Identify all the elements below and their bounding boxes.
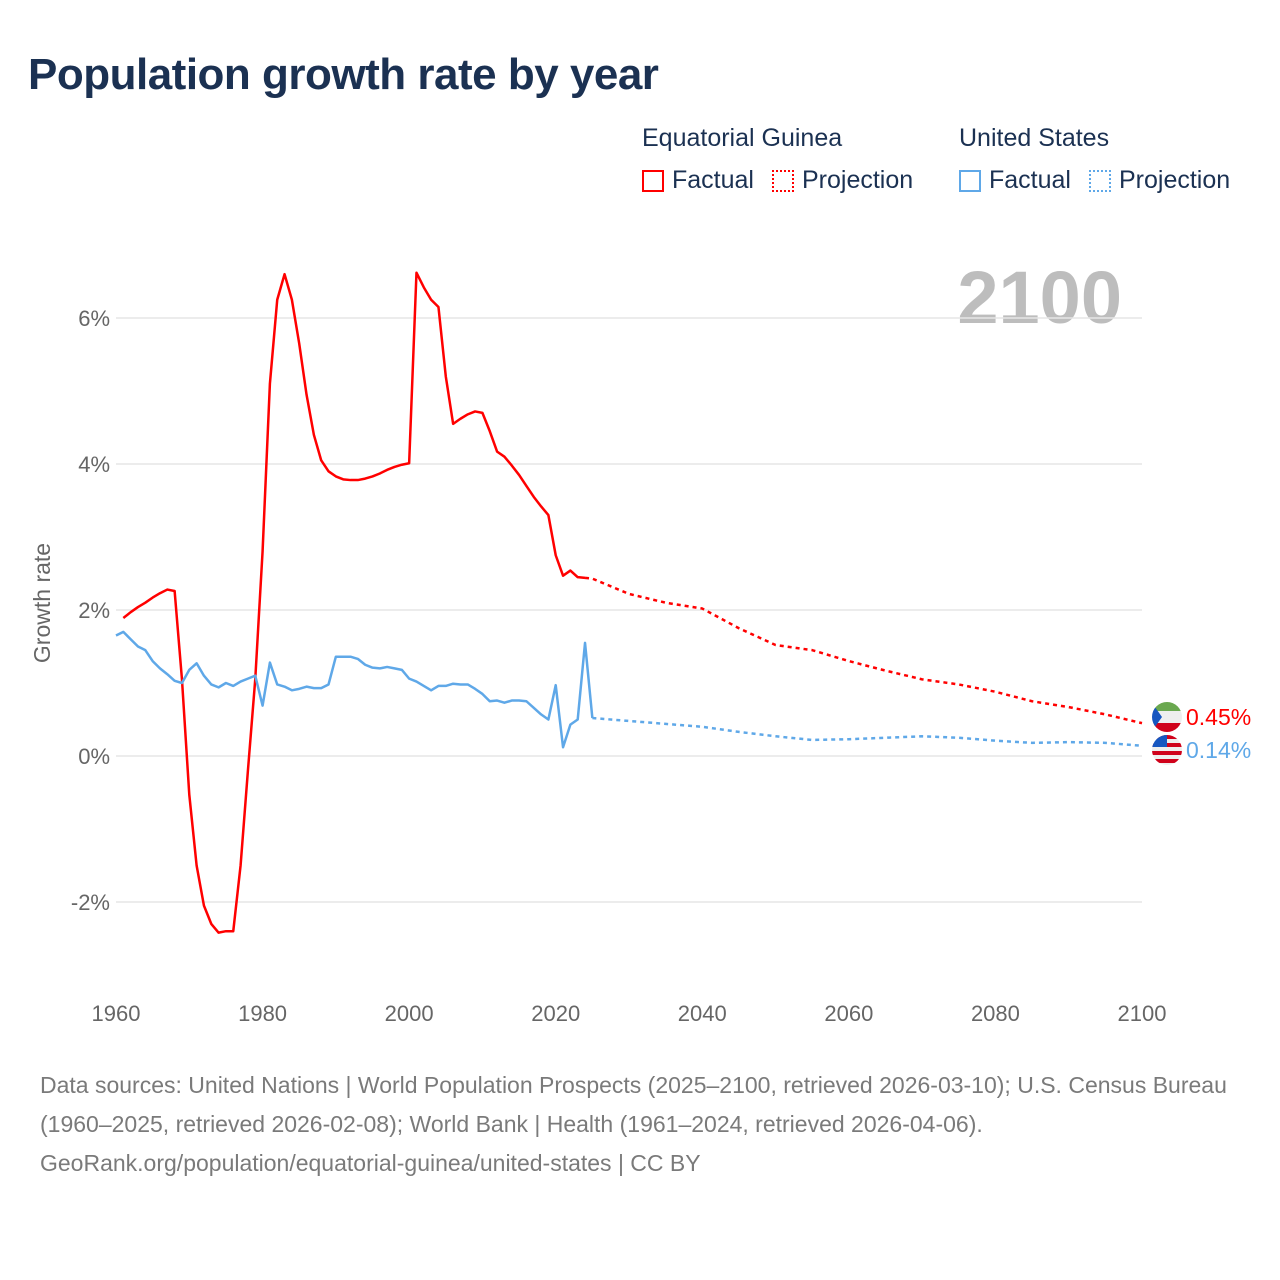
- x-tick-label: 1980: [238, 1001, 287, 1026]
- series-line-equatorial-guinea-factual: [122, 271, 586, 934]
- legend-group-united-states: United States: [959, 124, 1110, 152]
- footer: Data sources: United Nations | World Pop…: [40, 1066, 1240, 1183]
- chart-title: Population growth rate by year: [28, 50, 659, 99]
- y-axis-label: Growth rate: [29, 543, 55, 663]
- x-tick-label: 2100: [1118, 1001, 1167, 1026]
- dotted-swatch-icon: [771, 169, 794, 192]
- legend-row-united-states: Factual Projection: [959, 166, 1230, 195]
- legend-row-equatorial-guinea: Factual Projection: [642, 166, 913, 195]
- x-tick-label: 2080: [971, 1001, 1020, 1026]
- legend-label: Factual: [989, 166, 1071, 194]
- legend-label: Projection: [801, 166, 914, 194]
- y-tick-label: 2%: [78, 598, 110, 623]
- data-sources: Data sources: United Nations | World Pop…: [40, 1072, 1227, 1137]
- y-tick-label: 4%: [78, 452, 110, 477]
- end-label-united-states: 0.14%: [1186, 737, 1251, 763]
- legend-label: Projection: [1118, 166, 1231, 194]
- end-label-equatorial-guinea: 0.45%: [1186, 704, 1251, 730]
- y-tick-label: 0%: [78, 744, 110, 769]
- x-tick-label: 2040: [678, 1001, 727, 1026]
- series-line-united-states-factual: [115, 630, 594, 749]
- chart-plot: -2% 0% 2% 4% 6% 1960 1980 2000 2020 2040 2060 2080 2…: [29, 271, 1251, 1026]
- solid-swatch-icon: [959, 169, 981, 192]
- legend-group-equatorial-guinea: Equatorial Guinea: [642, 124, 843, 152]
- x-tick-label: 1960: [92, 1001, 141, 1026]
- legend-us-factual[interactable]: Factual: [959, 166, 1071, 195]
- dotted-swatch-icon: [1088, 169, 1111, 192]
- solid-swatch-icon: [642, 169, 664, 192]
- legend-us-projection[interactable]: Projection: [1088, 166, 1231, 195]
- y-tick-label: 6%: [78, 306, 110, 331]
- legend-eg-factual[interactable]: Factual: [642, 166, 754, 195]
- credit-link[interactable]: GeoRank.org/population/equatorial-guinea…: [40, 1150, 701, 1176]
- current-year-label: 2100: [957, 256, 1122, 339]
- x-tick-label: 2060: [824, 1001, 873, 1026]
- flag-equatorial-guinea-icon: [1152, 702, 1182, 732]
- x-tick-label: 2000: [385, 1001, 434, 1026]
- x-tick-label: 2020: [531, 1001, 580, 1026]
- flag-united-states-icon: [1152, 735, 1182, 765]
- series-line-united-states-projection: [592, 716, 1143, 748]
- legend-eg-projection[interactable]: Projection: [771, 166, 914, 195]
- series-line-equatorial-guinea-projection: [584, 576, 1143, 725]
- y-tick-label: -2%: [71, 890, 110, 915]
- legend-label: Factual: [672, 166, 754, 194]
